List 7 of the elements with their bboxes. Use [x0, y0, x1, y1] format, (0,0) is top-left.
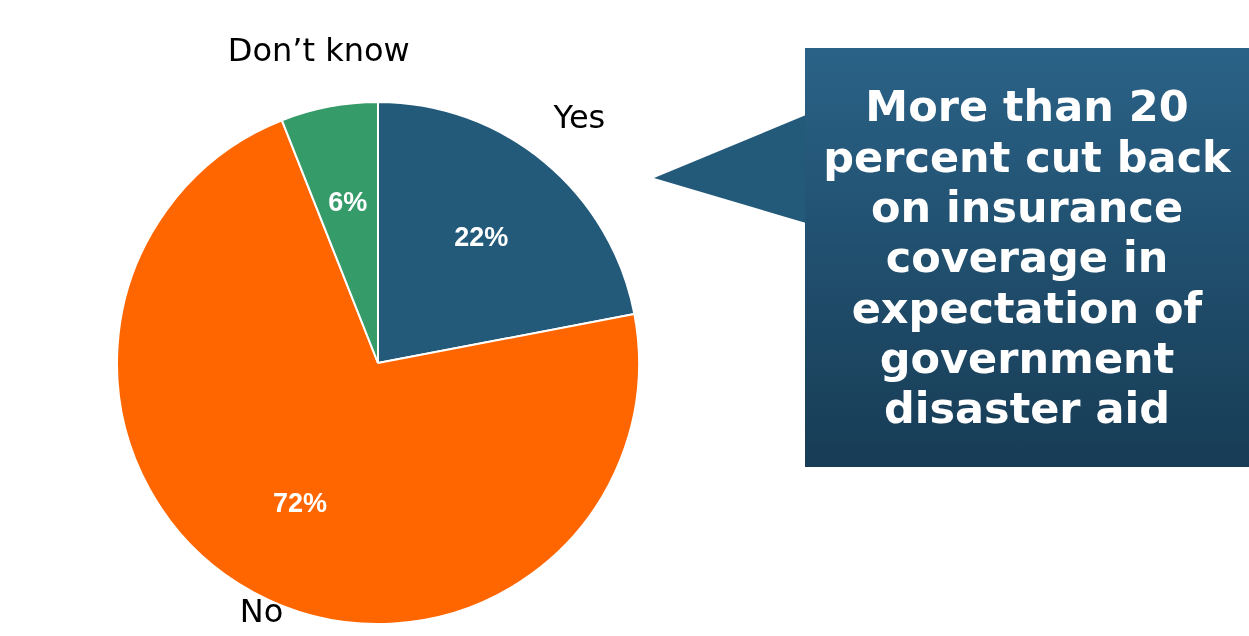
slice-label: No [239, 592, 284, 631]
slice-label: Don’t know [227, 30, 410, 69]
data-label: 72% [273, 488, 328, 519]
slice-label: Yes [552, 97, 606, 136]
data-label: 22% [454, 221, 509, 252]
data-label: 6% [328, 187, 368, 218]
text: More than 20 percent cut back on insurance coverage in expectation of government disaster aid [805, 48, 1249, 467]
